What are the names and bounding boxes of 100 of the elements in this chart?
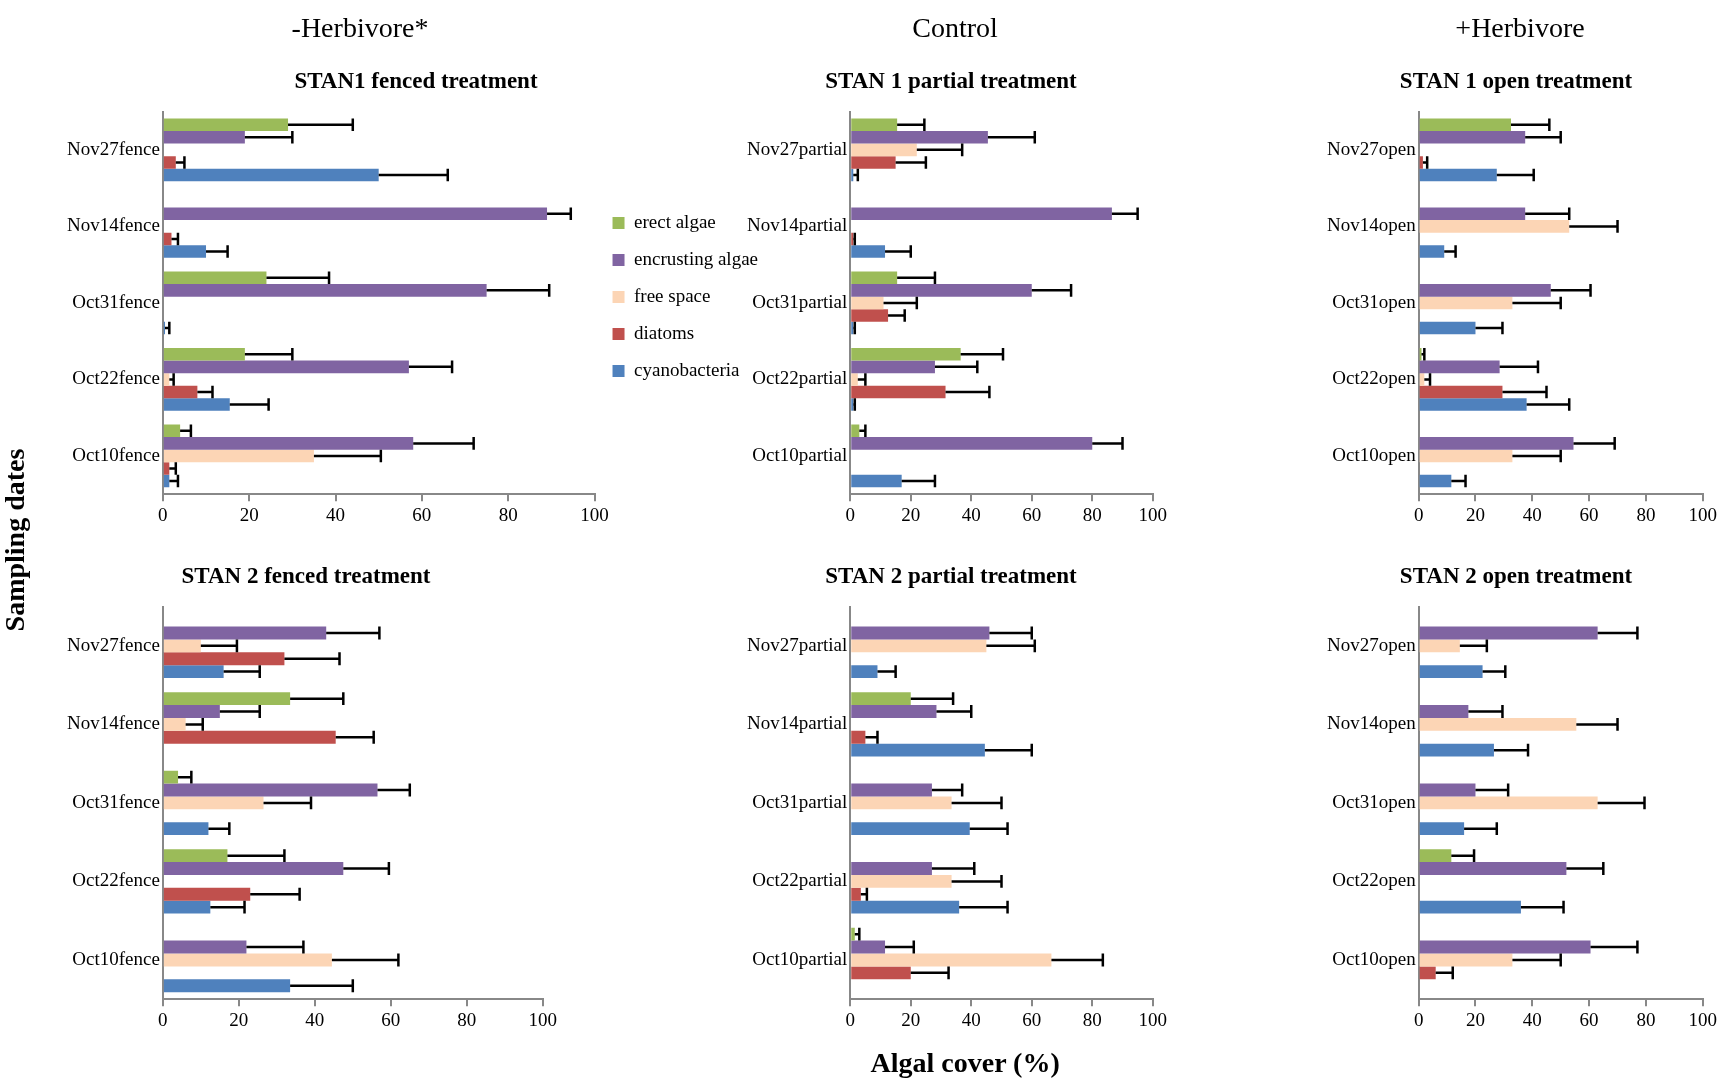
x-tick-label: 20	[1465, 1008, 1485, 1030]
bar	[851, 783, 932, 797]
x-tick-label: 20	[901, 503, 921, 525]
x-tick-label: 20	[1465, 503, 1485, 525]
y-tick-label: Oct10fence	[72, 443, 160, 465]
bar	[851, 743, 985, 757]
y-tick-label: Oct22partial	[752, 869, 848, 891]
y-axis-title: Sampling dates	[0, 448, 31, 632]
bar	[163, 398, 230, 411]
y-tick-label: Nov14open	[1327, 712, 1417, 734]
bar	[851, 118, 898, 132]
bar	[163, 271, 267, 285]
x-tick-label: 100	[1138, 1008, 1167, 1030]
chart-subtitle: -Herbivore*	[290, 12, 430, 44]
y-tick-label: Oct31partial	[752, 290, 848, 312]
bar	[851, 207, 1112, 221]
x-tick-label: 40	[961, 1008, 981, 1030]
bar	[851, 639, 987, 653]
x-tick-label: 0	[1413, 1008, 1424, 1030]
x-tick-label: 40	[305, 1008, 325, 1030]
bar	[1419, 220, 1570, 233]
bar	[163, 131, 245, 144]
x-axis-title: Algal cover (%)	[870, 1047, 1060, 1079]
bar	[1419, 296, 1513, 310]
bar	[163, 373, 170, 386]
x-tick-label: 20	[239, 503, 259, 525]
y-tick-label: Nov27fence	[66, 137, 160, 159]
y-tick-label: Oct31fence	[72, 290, 160, 312]
bar	[163, 783, 378, 797]
legend-label: erect algae	[634, 210, 716, 232]
x-tick-label: 20	[901, 1008, 921, 1030]
bar	[1419, 437, 1574, 450]
y-tick-label: Oct31open	[1332, 290, 1417, 312]
bar	[1419, 639, 1460, 653]
bar	[1419, 474, 1452, 488]
y-tick-label: Nov27partial	[746, 633, 848, 655]
chart-title: STAN 1 open treatment	[1399, 67, 1633, 93]
bar	[1419, 168, 1497, 182]
bar	[1419, 398, 1527, 411]
bar	[163, 207, 548, 221]
y-tick-label: Nov14fence	[66, 712, 160, 734]
bar	[851, 296, 884, 310]
bar	[163, 424, 181, 438]
bar	[163, 652, 285, 666]
y-tick-label: Nov27fence	[66, 633, 160, 655]
bar	[851, 309, 889, 322]
legend-label: diatoms	[634, 321, 695, 343]
bar	[851, 437, 1093, 450]
bar	[163, 665, 224, 679]
x-tick-label: 80	[1636, 1008, 1656, 1030]
chart-subtitle: +Herbivore	[1454, 12, 1586, 44]
bar	[163, 348, 245, 361]
bar	[851, 131, 988, 144]
x-tick-label: 20	[229, 1008, 249, 1030]
bar	[851, 385, 946, 399]
bar	[851, 953, 1052, 967]
bar	[163, 862, 344, 875]
bar	[1419, 131, 1526, 144]
bar	[163, 626, 327, 640]
bar	[851, 665, 878, 679]
y-tick-label: Nov14fence	[66, 214, 160, 236]
chart-title: STAN 2 partial treatment	[825, 562, 1078, 588]
bar	[163, 705, 220, 718]
x-tick-label: 40	[1522, 1008, 1542, 1030]
x-tick-label: 0	[158, 1008, 168, 1030]
bar	[851, 822, 970, 836]
x-tick-label: 80	[1082, 503, 1102, 525]
bar	[1419, 953, 1513, 967]
bar	[851, 360, 935, 374]
y-tick-label: Nov27open	[1327, 633, 1417, 655]
bar	[1419, 207, 1526, 221]
y-tick-label: Oct22partial	[752, 367, 848, 389]
bar	[163, 692, 291, 706]
bar	[1419, 743, 1494, 757]
chart-subtitle: Control	[911, 12, 999, 44]
x-tick-label: 40	[1522, 503, 1542, 525]
x-tick-label: 0	[158, 503, 168, 525]
bar	[851, 284, 1032, 297]
bar	[163, 385, 198, 399]
x-tick-label: 100	[1688, 503, 1717, 525]
x-tick-label: 60	[1022, 503, 1042, 525]
bar	[163, 118, 289, 132]
bar	[851, 796, 952, 810]
bar	[163, 940, 247, 954]
x-tick-label: 80	[457, 1008, 477, 1030]
bar	[851, 730, 866, 744]
bar	[163, 796, 264, 810]
x-tick-label: 100	[1138, 503, 1167, 525]
x-tick-label: 100	[528, 1008, 557, 1030]
bar	[851, 474, 902, 488]
y-tick-label: Oct31fence	[72, 790, 160, 812]
bar	[163, 245, 207, 258]
y-tick-label: Oct22open	[1332, 367, 1417, 389]
x-tick-label: 100	[1688, 1008, 1717, 1030]
y-tick-label: Nov27partial	[746, 137, 848, 159]
legend-label: free space	[634, 284, 711, 306]
bar	[1419, 626, 1598, 640]
bar	[163, 168, 379, 182]
bar	[163, 437, 414, 450]
bar	[1419, 822, 1465, 836]
